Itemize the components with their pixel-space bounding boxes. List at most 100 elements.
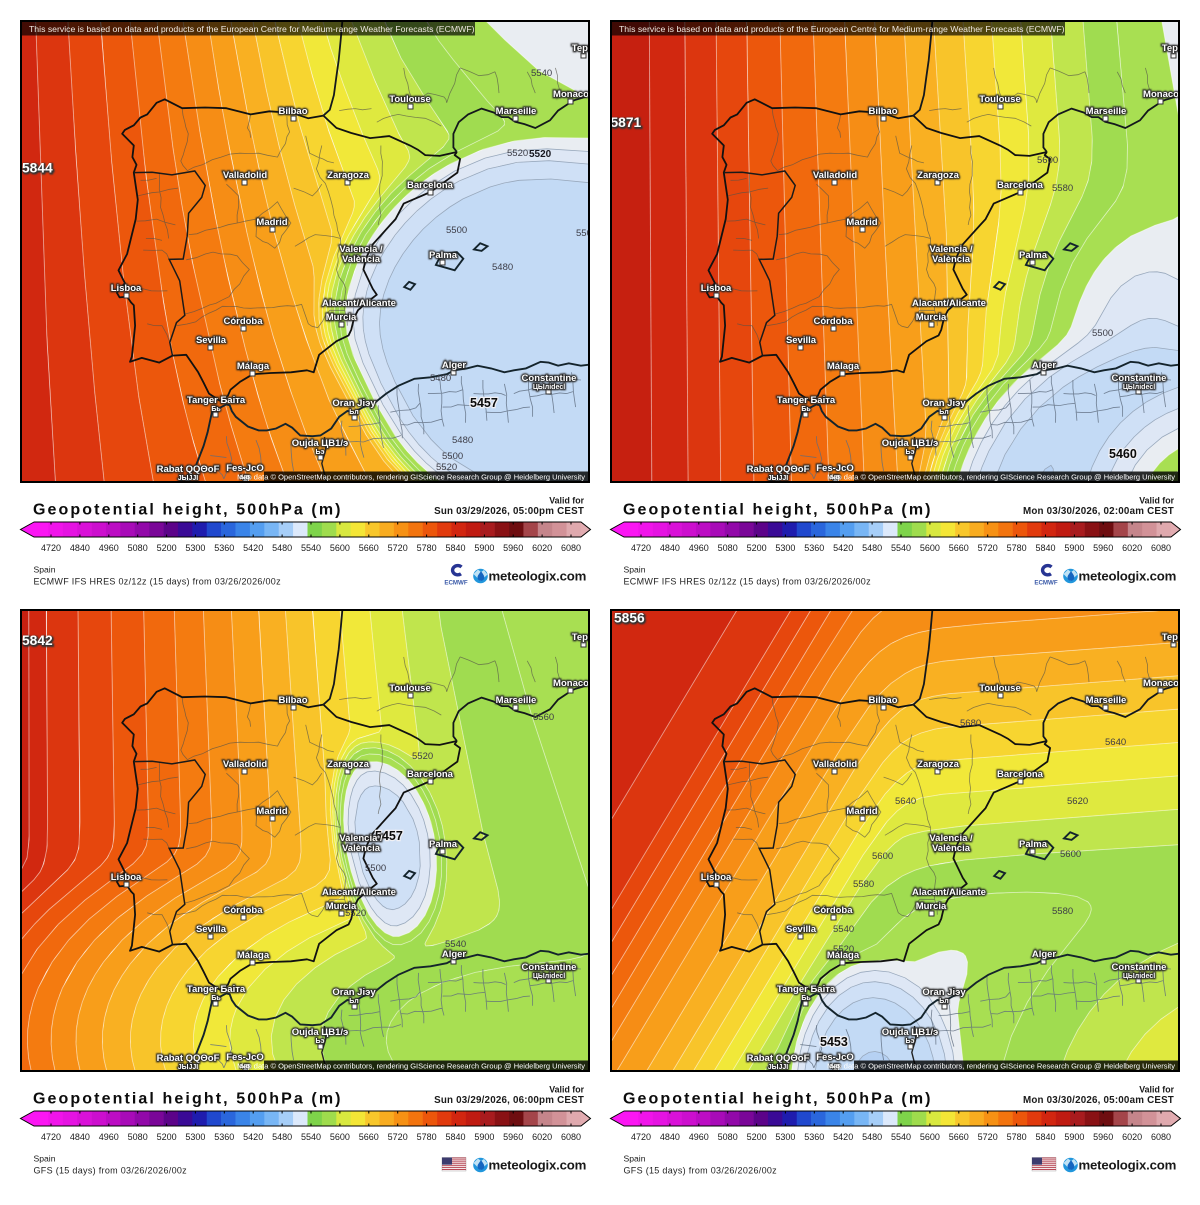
svg-text:Zaragoza: Zaragoza xyxy=(327,759,369,770)
svg-text:Sevilla: Sevilla xyxy=(196,924,227,935)
svg-text:Sevilla: Sevilla xyxy=(196,335,227,346)
svg-text:6020: 6020 xyxy=(1122,1132,1142,1142)
svg-text:Rabat QQΘoF: Rabat QQΘoF xyxy=(747,1053,810,1064)
svg-text:Ьл: Ьл xyxy=(939,409,948,416)
svg-text:5480: 5480 xyxy=(492,262,513,273)
svg-text:Ьэ: Ьэ xyxy=(906,1038,915,1045)
svg-text:Oujda ЦВ1/э: Oujda ЦВ1/э xyxy=(292,438,349,449)
svg-text:Marseille: Marseille xyxy=(496,106,537,117)
svg-text:Oujda ЦВ1/э: Oujda ЦВ1/э xyxy=(292,1027,349,1038)
svg-text:5520: 5520 xyxy=(507,148,528,159)
svg-text:Marseille: Marseille xyxy=(496,106,537,117)
svg-text:ЦЫліdecl: ЦЫліdecl xyxy=(1123,972,1155,980)
svg-text:4960: 4960 xyxy=(689,543,709,553)
svg-text:Sevilla: Sevilla xyxy=(786,924,817,935)
svg-text:Bilbao: Bilbao xyxy=(868,106,897,117)
svg-text:Ьэ: Ьэ xyxy=(316,1038,325,1045)
svg-text:Lisboa: Lisboa xyxy=(701,872,732,883)
svg-text:Tepri: Tepri xyxy=(1162,43,1185,54)
svg-text:València: València xyxy=(932,254,971,265)
svg-text:Toulouse: Toulouse xyxy=(979,94,1021,105)
svg-text:ыв: ыв xyxy=(240,1063,251,1070)
svg-text:Valladolid: Valladolid xyxy=(223,759,268,770)
svg-text:5960: 5960 xyxy=(1093,543,1113,553)
svg-text:Bilbao: Bilbao xyxy=(868,695,897,706)
svg-text:Córdoba: Córdoba xyxy=(813,905,853,916)
svg-text:Alacant/Alicante: Alacant/Alicante xyxy=(322,887,396,898)
svg-text:Valladolid: Valladolid xyxy=(813,170,858,181)
svg-text:Bilbao: Bilbao xyxy=(868,695,897,706)
svg-text:València: València xyxy=(342,254,381,265)
svg-text:5500: 5500 xyxy=(365,863,386,874)
svg-text:Ьл: Ьл xyxy=(939,998,948,1005)
svg-text:Rabat QQΘoF: Rabat QQΘoF xyxy=(747,464,810,475)
svg-text:Madrid: Madrid xyxy=(256,806,287,817)
svg-text:Ьэ: Ьэ xyxy=(316,449,325,456)
svg-text:Constantine: Constantine xyxy=(522,962,577,973)
svg-text:Valid for: Valid for xyxy=(1139,1084,1174,1094)
svg-text:Valencia /: Valencia / xyxy=(339,833,383,844)
svg-text:5960: 5960 xyxy=(503,543,523,553)
svg-text:Madrid: Madrid xyxy=(256,806,287,817)
svg-text:5480: 5480 xyxy=(862,1132,882,1142)
svg-text:6020: 6020 xyxy=(532,1132,552,1142)
svg-text:Tepri: Tepri xyxy=(572,43,595,54)
svg-text:5780: 5780 xyxy=(417,1132,437,1142)
svg-text:Sevilla: Sevilla xyxy=(786,335,817,346)
svg-text:Málaga: Málaga xyxy=(827,361,860,372)
svg-text:Valladolid: Valladolid xyxy=(813,170,858,181)
svg-text:Бь: Бь xyxy=(801,995,811,1002)
svg-text:5500: 5500 xyxy=(576,228,597,239)
svg-text:Tepri: Tepri xyxy=(572,632,595,643)
svg-text:València: València xyxy=(932,843,971,854)
svg-text:Ьл: Ьл xyxy=(349,998,358,1005)
svg-text:5500: 5500 xyxy=(442,451,463,462)
svg-text:Spain: Spain xyxy=(624,565,646,575)
svg-text:Zaragoza: Zaragoza xyxy=(917,170,959,181)
svg-text:València: València xyxy=(932,254,971,265)
svg-text:Geopotential height, 500hPa (m: Geopotential height, 500hPa (m) xyxy=(33,1091,343,1108)
svg-text:Marseille: Marseille xyxy=(496,695,537,706)
svg-text:Córdoba: Córdoba xyxy=(813,905,853,916)
svg-text:Constantine: Constantine xyxy=(1112,962,1167,973)
svg-text:Valid for: Valid for xyxy=(549,1084,584,1094)
svg-text:València: València xyxy=(342,843,381,854)
svg-text:Fes-ЈсО: Fes-ЈсО xyxy=(816,463,854,474)
svg-text:5520: 5520 xyxy=(436,462,457,473)
svg-text:4720: 4720 xyxy=(631,543,651,553)
svg-text:Valencia /: Valencia / xyxy=(929,244,973,255)
svg-text:5457: 5457 xyxy=(470,396,498,410)
svg-text:5420: 5420 xyxy=(833,1132,853,1142)
svg-text:Oran Јіэу: Oran Јіэу xyxy=(922,987,966,998)
svg-text:Barcelona: Barcelona xyxy=(997,769,1044,780)
svg-text:Geopotential height, 500hPa (m: Geopotential height, 500hPa (m) xyxy=(623,502,933,519)
svg-text:This service is based on data: This service is based on data and produc… xyxy=(619,24,1065,34)
svg-text:5600: 5600 xyxy=(1060,849,1081,860)
svg-text:Sevilla: Sevilla xyxy=(196,335,227,346)
svg-text:Valid for: Valid for xyxy=(549,495,584,505)
svg-text:Valencia /: Valencia / xyxy=(929,833,973,844)
svg-text:Mon 03/30/2026, 05:00am CEST: Mon 03/30/2026, 05:00am CEST xyxy=(1023,1095,1174,1106)
svg-text:6020: 6020 xyxy=(532,543,552,553)
svg-text:Бь: Бь xyxy=(211,995,221,1002)
svg-text:Fes-ЈсО: Fes-ЈсО xyxy=(226,1052,264,1063)
svg-text:5540: 5540 xyxy=(833,924,854,935)
svg-text:Murcia: Murcia xyxy=(326,901,357,912)
svg-text:Murcia: Murcia xyxy=(916,312,947,323)
svg-text:5200: 5200 xyxy=(157,1132,177,1142)
svg-text:6080: 6080 xyxy=(561,1132,581,1142)
svg-text:Murcia: Murcia xyxy=(916,312,947,323)
svg-text:Oran Јіэу: Oran Јіэу xyxy=(332,987,376,998)
svg-text:5842: 5842 xyxy=(22,633,53,648)
svg-text:Constantine: Constantine xyxy=(522,373,577,384)
svg-text:Zaragoza: Zaragoza xyxy=(327,170,369,181)
svg-text:5480: 5480 xyxy=(452,435,473,446)
svg-text:Map data © OpenStreetMap contr: Map data © OpenStreetMap contributors, r… xyxy=(827,473,1175,482)
svg-text:5900: 5900 xyxy=(474,1132,494,1142)
svg-text:5500: 5500 xyxy=(1092,328,1113,339)
svg-text:Zaragoza: Zaragoza xyxy=(327,759,369,770)
svg-text:Constantine: Constantine xyxy=(522,373,577,384)
svg-text:ыв: ыв xyxy=(240,474,251,481)
svg-text:5500: 5500 xyxy=(446,225,467,236)
svg-text:ыв: ыв xyxy=(830,1063,841,1070)
